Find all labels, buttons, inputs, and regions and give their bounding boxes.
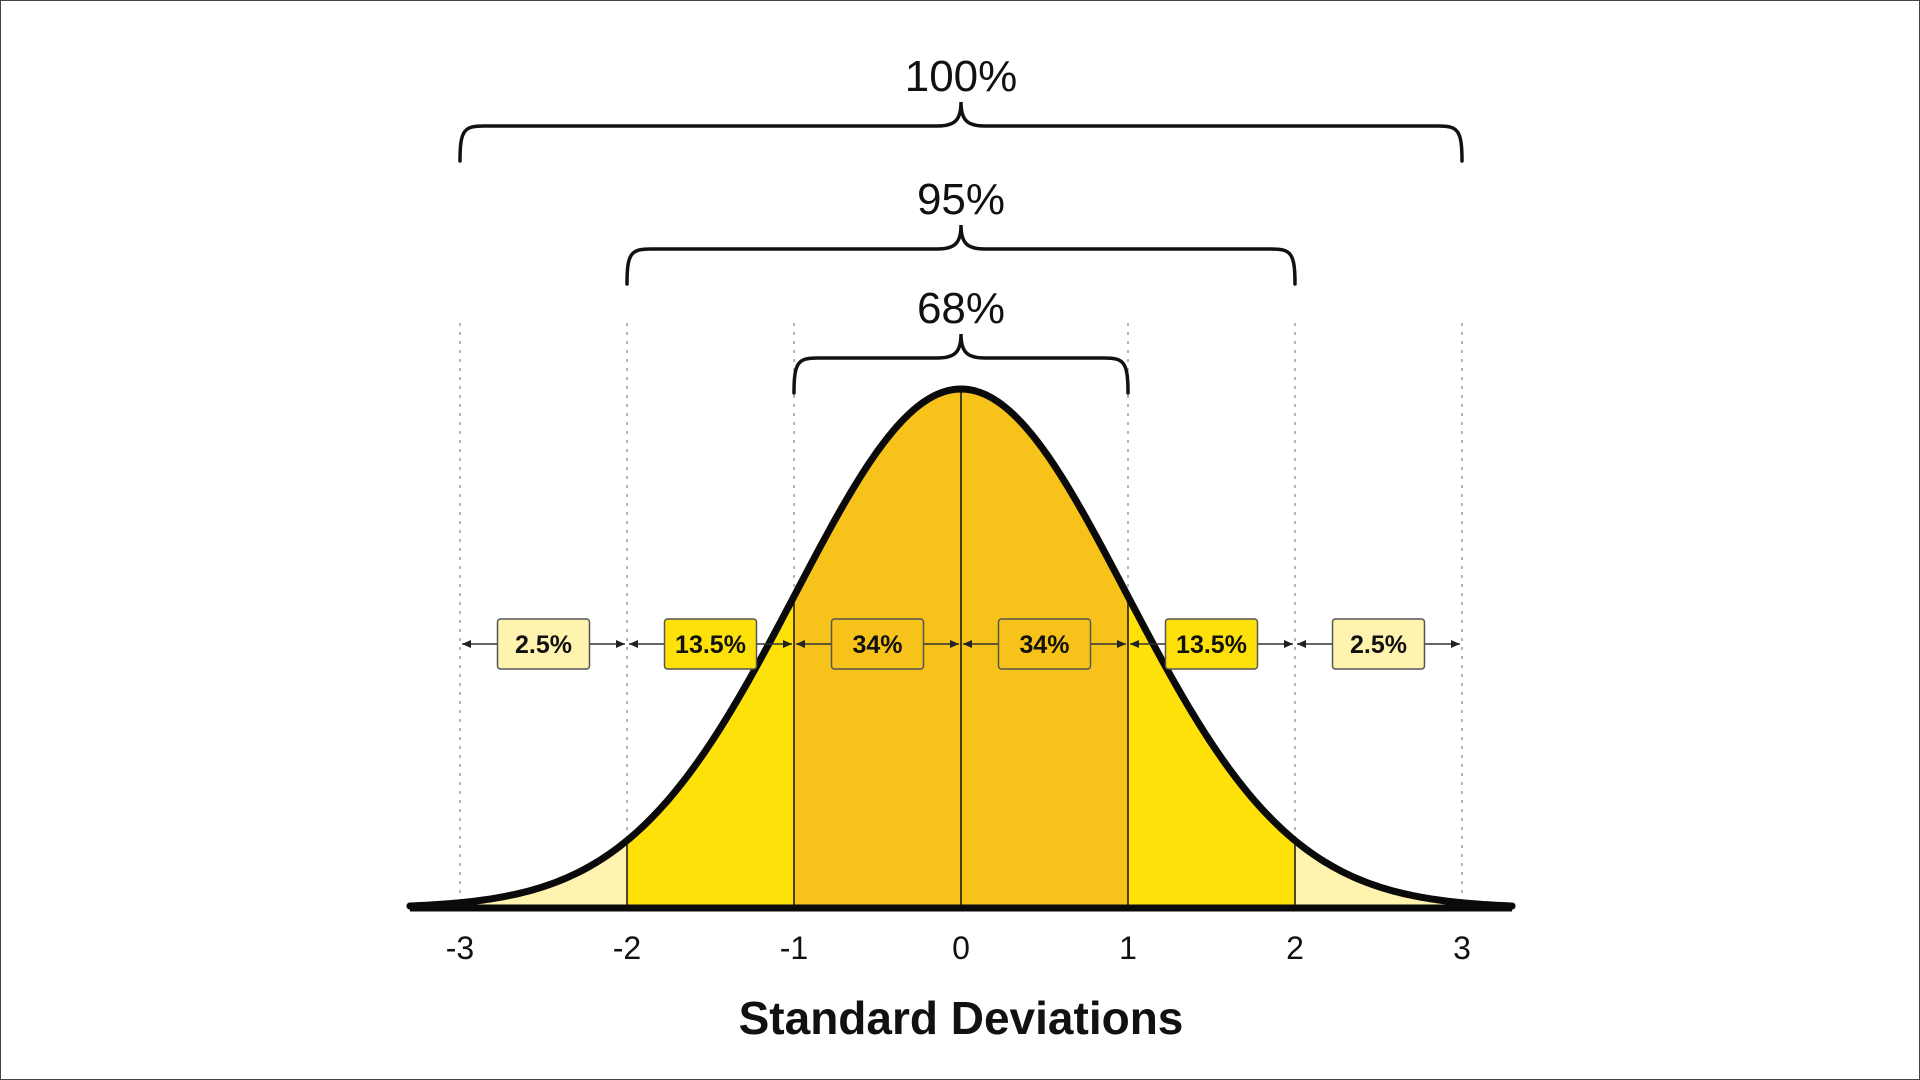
segment-label-box-2: [830, 618, 925, 670]
segment-label-3: 34%: [1019, 631, 1069, 659]
x-tick-label-3: 0: [952, 930, 970, 966]
x-tick-label-4: 1: [1119, 930, 1137, 966]
x-tick-label-6: 3: [1453, 930, 1471, 966]
x-tick-label-1: -2: [613, 930, 641, 966]
x-tick-label-2: -1: [780, 930, 808, 966]
arrowhead-right-4: [1284, 640, 1293, 648]
arrowhead-left-3: [963, 640, 972, 648]
bell-curve: [406, 385, 1516, 910]
segment-label-box-1: [663, 618, 758, 670]
bracket-label-0: 100%: [905, 52, 1018, 101]
x-axis-title: Standard Deviations: [739, 992, 1184, 1044]
segment-label-box-4: [1164, 618, 1259, 670]
arrowhead-left-2: [796, 640, 805, 648]
segment-labels: 2.5% 13.5% 34% 34% 13.5% 2.5%: [496, 618, 1426, 670]
bracket-1: [625, 224, 1297, 286]
arrowhead-right-0: [616, 640, 625, 648]
sd-gridlines: [459, 323, 1463, 903]
arrowhead-right-5: [1451, 640, 1460, 648]
arrowhead-left-4: [1130, 640, 1139, 648]
arrowhead-left-1: [629, 640, 638, 648]
segment-label-box-0: [496, 618, 591, 670]
arrowhead-right-1: [783, 640, 792, 648]
segment-label-box-5: [1331, 618, 1426, 670]
arrowhead-right-2: [950, 640, 959, 648]
arrowhead-right-3: [1117, 640, 1126, 648]
segment-fill-0: [460, 840, 627, 908]
segment-fill-5: [1295, 840, 1462, 908]
bracket-label-1: 95%: [917, 175, 1005, 224]
bell-curve-group: [406, 385, 1516, 910]
arrowhead-left-5: [1297, 640, 1306, 648]
arrowhead-left-0: [462, 640, 471, 648]
segment-label-1: 13.5%: [675, 631, 746, 659]
bracket-label-2: 68%: [917, 284, 1005, 333]
segment-dividers: [459, 389, 1463, 908]
x-tick-label-0: -3: [446, 930, 474, 966]
segment-label-4: 13.5%: [1176, 631, 1247, 659]
x-tick-labels: -3 -2 -1 0 1 2 3: [446, 930, 1471, 966]
coverage-brackets: 100% 95% 68%: [458, 52, 1464, 395]
bracket-0: [458, 101, 1464, 163]
bracket-2: [792, 333, 1130, 395]
segment-label-box-3: [997, 618, 1092, 670]
segment-label-5: 2.5%: [1350, 631, 1407, 659]
segment-arrows: [462, 640, 1460, 648]
segment-label-0: 2.5%: [515, 631, 572, 659]
segment-label-2: 34%: [852, 631, 902, 659]
x-tick-label-5: 2: [1286, 930, 1304, 966]
